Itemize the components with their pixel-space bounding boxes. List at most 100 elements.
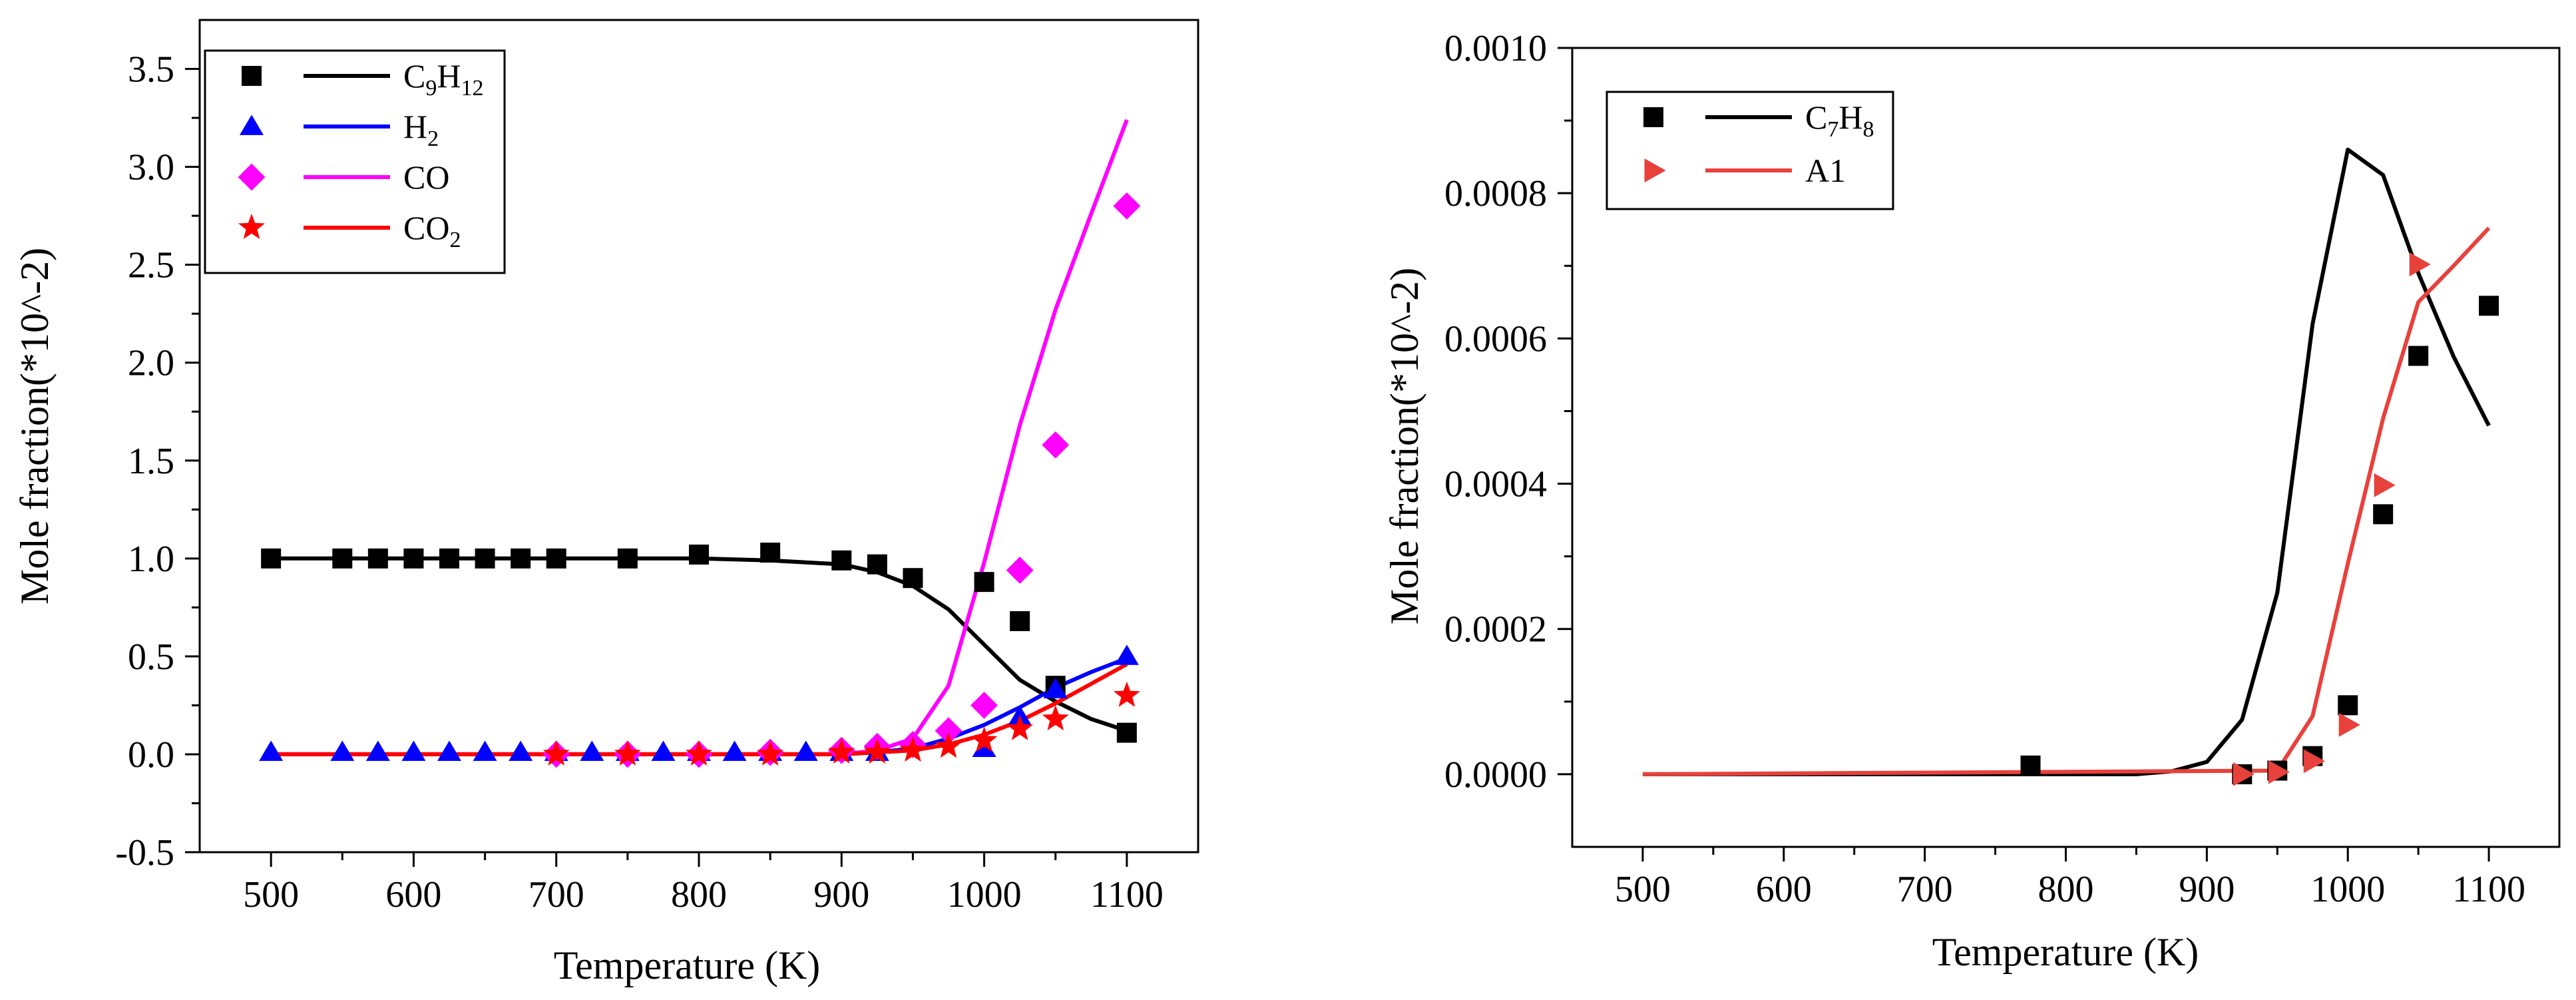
data-point-c9h12	[403, 548, 424, 569]
data-point-c7h8	[2020, 755, 2041, 776]
data-point-h2	[437, 740, 461, 761]
legend-entry-c7h8: C7H8	[1643, 99, 1874, 142]
data-point-co2	[863, 738, 891, 764]
series-line-co2	[271, 662, 1128, 756]
data-point-h2	[365, 740, 390, 761]
data-point-co	[1113, 192, 1141, 220]
data-point-c9h12	[760, 543, 781, 563]
right-axis-ticks	[1558, 47, 2490, 862]
legend-marker-co2	[238, 214, 265, 239]
data-point-co2	[757, 740, 784, 766]
data-point-h2	[793, 740, 818, 761]
data-point-co	[970, 692, 998, 719]
data-point-h2	[509, 740, 533, 761]
data-point-h2	[1043, 678, 1068, 698]
x-tick-label: 1000	[2310, 869, 2385, 910]
x-tick-label: 500	[1615, 869, 1671, 910]
x-tick-label: 900	[2179, 869, 2235, 910]
x-tick-label: 500	[243, 874, 299, 915]
y-tick-label: -0.5	[115, 832, 174, 874]
data-point-h2	[401, 740, 426, 761]
left-x-axis-title: Temperature (K)	[554, 943, 821, 987]
data-point-h2	[972, 736, 996, 757]
y-tick-label: 0.0006	[1444, 318, 1547, 360]
legend-marker-a1	[1644, 158, 1666, 182]
data-point-c9h12	[1116, 722, 1137, 743]
left-series-markers	[259, 192, 1141, 768]
right-x-axis-title: Temperature (K)	[1932, 930, 2199, 974]
data-point-co	[935, 717, 963, 745]
x-tick-label: 700	[1897, 869, 1953, 910]
legend-label-a1: A1	[1805, 152, 1846, 189]
legend-label-co: CO	[403, 158, 449, 196]
legend-label-c9h12: C9H12	[403, 57, 483, 101]
legend-entry-co2: CO2	[238, 209, 461, 252]
y-tick-label: 0.0002	[1444, 609, 1547, 650]
data-point-c7h8	[2373, 504, 2394, 525]
left-y-axis-title: Mole fraction(*10^-2)	[13, 248, 57, 605]
legend-entry-c9h12: C9H12	[242, 57, 483, 101]
data-point-co	[1006, 557, 1034, 584]
y-tick-label: 2.0	[128, 343, 174, 384]
data-point-a1	[2409, 252, 2431, 277]
data-point-a1	[2233, 762, 2254, 786]
x-tick-label: 800	[671, 874, 727, 915]
left-x-tick-labels: 500 600 700 800 900 1000 1100	[243, 874, 1164, 915]
legend-box	[204, 49, 506, 274]
data-point-co2	[899, 736, 927, 762]
legend-label-h2: H2	[403, 108, 439, 151]
legend-marker-c7h8	[1643, 107, 1663, 127]
x-tick-label: 900	[813, 874, 869, 915]
y-tick-label: 1.5	[128, 441, 174, 482]
data-point-c9h12	[903, 568, 923, 589]
data-point-co2	[1113, 681, 1140, 707]
data-point-c7h8	[2479, 296, 2499, 316]
y-tick-label: 0.0004	[1444, 464, 1547, 505]
y-tick-label: 2.5	[128, 245, 174, 286]
right-series-markers	[2020, 252, 2499, 786]
data-point-a1	[2303, 749, 2325, 774]
right-y-axis-title: Mole fraction(*10^-2)	[1383, 268, 1426, 625]
x-tick-label: 1000	[947, 874, 1022, 915]
legend-marker-c9h12	[242, 66, 262, 86]
data-point-a1	[2268, 760, 2290, 784]
legend-label-c7h8: C7H8	[1805, 99, 1874, 142]
legend-marker-h2	[240, 115, 264, 135]
data-point-h2	[330, 740, 355, 761]
legend-label-co2: CO2	[403, 209, 461, 252]
data-point-co2	[1042, 705, 1069, 730]
data-point-h2	[580, 740, 604, 761]
data-point-c9h12	[974, 572, 994, 593]
data-point-co2	[614, 740, 641, 766]
data-point-c9h12	[617, 548, 638, 569]
data-point-c9h12	[261, 548, 282, 569]
y-tick-label: 0.0008	[1444, 173, 1547, 214]
data-point-c9h12	[439, 548, 459, 569]
data-point-h2	[651, 740, 676, 761]
x-tick-label: 1100	[2452, 869, 2525, 910]
data-point-a1	[2338, 712, 2360, 737]
left-chart-panel: 500 600 700 800 900 1000 1100 -0.5 0.0 0.5 1.0 1.5…	[13, 19, 1199, 987]
data-point-c9h12	[367, 548, 388, 569]
data-point-h2	[1114, 644, 1139, 665]
right-y-tick-labels: 0.0000 0.0002 0.0004 0.0006 0.0008 0.0010	[1444, 28, 1547, 796]
data-point-co2	[828, 738, 855, 764]
left-series-lines	[271, 119, 1129, 756]
y-tick-label: 0.0010	[1444, 28, 1547, 69]
data-point-a1	[2374, 473, 2396, 497]
right-x-tick-labels: 500 600 700 800 900 1000 1100	[1615, 869, 2525, 910]
data-point-co2	[1006, 714, 1034, 740]
data-point-c9h12	[511, 548, 531, 569]
legend-marker-co	[238, 163, 266, 191]
data-point-co2	[935, 732, 962, 758]
x-tick-label: 600	[385, 874, 441, 915]
legend-entry-a1: A1	[1644, 152, 1846, 189]
right-legend: C7H8 A1	[1606, 91, 1894, 210]
data-point-c9h12	[332, 548, 353, 569]
data-point-c9h12	[867, 554, 887, 575]
data-point-c9h12	[831, 550, 852, 571]
y-tick-label: 0.0	[128, 734, 174, 776]
legend-entry-co: CO	[238, 158, 449, 196]
data-point-co2	[686, 740, 712, 766]
